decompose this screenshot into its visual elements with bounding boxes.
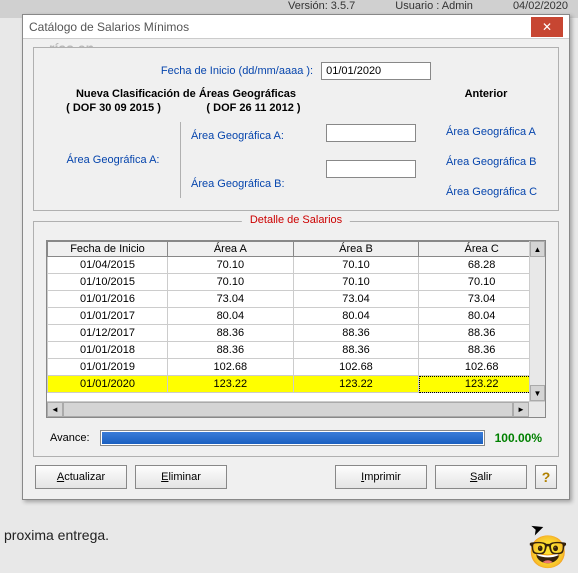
titlebar: Catálogo de Salarios Mínimos ✕ xyxy=(23,15,569,39)
table-cell: 80.04 xyxy=(293,308,419,325)
salary-table: Fecha de InicioÁrea AÁrea BÁrea C 01/04/… xyxy=(47,241,545,393)
avance-label: Avance: xyxy=(50,432,90,444)
start-date-label[interactable]: Fecha de Inicio (dd/mm/aaaa ): xyxy=(161,65,313,77)
table-cell: 102.68 xyxy=(293,359,419,376)
table-cell: 70.10 xyxy=(293,274,419,291)
detail-legend: Detalle de Salarios xyxy=(242,214,350,226)
scrollbar-vertical[interactable]: ▲ ▼ xyxy=(529,241,545,401)
table-header[interactable]: Área C xyxy=(419,242,545,257)
scroll-left-icon[interactable]: ◄ xyxy=(47,402,63,417)
eliminar-button[interactable]: Eliminar xyxy=(135,465,227,489)
salir-button[interactable]: Salir xyxy=(435,465,527,489)
scroll-down-icon[interactable]: ▼ xyxy=(530,385,545,401)
table-header[interactable]: Fecha de Inicio xyxy=(48,242,168,257)
table-cell: 88.36 xyxy=(168,342,294,359)
table-cell: 73.04 xyxy=(419,291,545,308)
prev-area-b: Área Geográfica B xyxy=(446,156,546,168)
table-cell: 70.10 xyxy=(168,257,294,274)
table-cell: 123.22 xyxy=(419,376,545,393)
table-cell: 70.10 xyxy=(419,274,545,291)
table-row[interactable]: 01/10/201570.1070.1070.10 xyxy=(48,274,545,291)
table-row[interactable]: 01/12/201788.3688.3688.36 xyxy=(48,325,545,342)
area-b-input[interactable] xyxy=(326,160,416,178)
top-panel: Fecha de Inicio (dd/mm/aaaa ): Nueva Cla… xyxy=(33,47,559,211)
table-cell: 01/10/2015 xyxy=(48,274,168,291)
table-cell: 01/04/2015 xyxy=(48,257,168,274)
scroll-up-icon[interactable]: ▲ xyxy=(530,241,545,257)
table-cell: 70.10 xyxy=(168,274,294,291)
table-cell: 88.36 xyxy=(168,325,294,342)
new-class-header: Nueva Clasificación de Áreas Geográficas xyxy=(46,88,326,100)
table-cell: 88.36 xyxy=(293,325,419,342)
area-a-input[interactable] xyxy=(326,124,416,142)
progress-bar xyxy=(100,430,485,446)
background-text: proxima entrega. xyxy=(4,527,109,543)
table-cell: 88.36 xyxy=(419,325,545,342)
progress-percent: 100.00% xyxy=(495,431,542,445)
area-b-mid-label[interactable]: Área Geográfica B: xyxy=(191,178,326,190)
table-cell: 80.04 xyxy=(419,308,545,325)
table-cell: 01/12/2017 xyxy=(48,325,168,342)
table-cell: 01/01/2016 xyxy=(48,291,168,308)
table-cell: 102.68 xyxy=(168,359,294,376)
dialog-window: Catálogo de Salarios Mínimos ✕ rías en R… xyxy=(22,14,570,500)
dof-2012: ( DOF 26 11 2012 ) xyxy=(181,102,326,114)
scroll-thumb[interactable] xyxy=(63,402,513,417)
table-header[interactable]: Área B xyxy=(293,242,419,257)
table-cell: 73.04 xyxy=(168,291,294,308)
help-button[interactable]: ? xyxy=(535,465,557,489)
table-row[interactable]: 01/01/201888.3688.3688.36 xyxy=(48,342,545,359)
table-row[interactable]: 01/01/2020123.22123.22123.22 xyxy=(48,376,545,393)
area-a-mid-label[interactable]: Área Geográfica A: xyxy=(191,130,326,142)
table-header[interactable]: Área A xyxy=(168,242,294,257)
table-row[interactable]: 01/01/201673.0473.0473.04 xyxy=(48,291,545,308)
table-cell: 80.04 xyxy=(168,308,294,325)
salary-table-wrap: Fecha de InicioÁrea AÁrea BÁrea C 01/04/… xyxy=(46,240,546,418)
table-cell: 123.22 xyxy=(168,376,294,393)
table-cell: 70.10 xyxy=(293,257,419,274)
detail-panel: Detalle de Salarios Fecha de InicioÁrea … xyxy=(33,221,559,457)
table-cell: 01/01/2017 xyxy=(48,308,168,325)
emoji-icon: 🤓 xyxy=(528,533,568,571)
table-cell: 88.36 xyxy=(419,342,545,359)
close-button[interactable]: ✕ xyxy=(531,17,563,37)
table-cell: 01/01/2020 xyxy=(48,376,168,393)
area-a-left-label[interactable]: Área Geográfica A: xyxy=(67,154,160,166)
scrollbar-horizontal[interactable]: ◄ ► xyxy=(47,401,545,417)
table-cell: 102.68 xyxy=(419,359,545,376)
table-row[interactable]: 01/01/2019102.68102.68102.68 xyxy=(48,359,545,376)
table-cell: 68.28 xyxy=(419,257,545,274)
prev-area-c: Área Geográfica C xyxy=(446,186,546,198)
prev-area-a: Área Geográfica A xyxy=(446,126,546,138)
table-cell: 88.36 xyxy=(293,342,419,359)
imprimir-button[interactable]: Imprimir xyxy=(335,465,427,489)
table-cell: 01/01/2019 xyxy=(48,359,168,376)
table-cell: 73.04 xyxy=(293,291,419,308)
table-row[interactable]: 01/01/201780.0480.0480.04 xyxy=(48,308,545,325)
scroll-right-icon[interactable]: ► xyxy=(513,402,529,417)
table-row[interactable]: 01/04/201570.1070.1068.28 xyxy=(48,257,545,274)
actualizar-button[interactable]: Actualizar xyxy=(35,465,127,489)
window-title: Catálogo de Salarios Mínimos xyxy=(29,20,531,34)
anterior-header: Anterior xyxy=(326,88,546,100)
table-cell: 123.22 xyxy=(293,376,419,393)
start-date-input[interactable] xyxy=(321,62,431,80)
table-cell: 01/01/2018 xyxy=(48,342,168,359)
dof-2015: ( DOF 30 09 2015 ) xyxy=(46,102,181,114)
